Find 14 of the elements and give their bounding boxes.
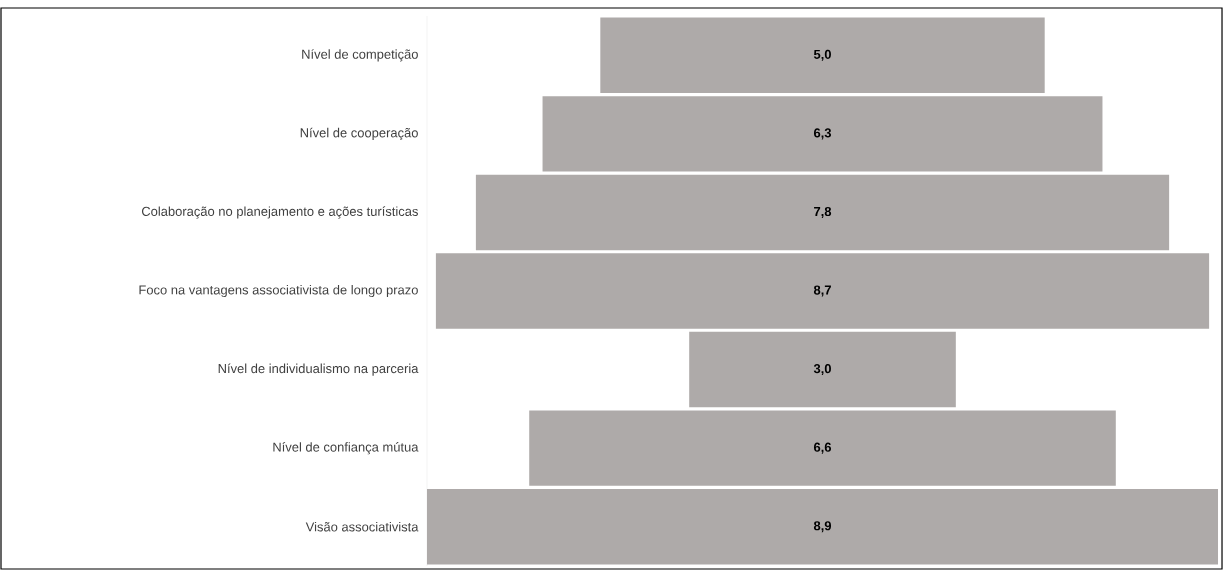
data-label: 5,0 <box>813 49 831 61</box>
category-label: Nível de cooperação <box>300 127 418 141</box>
category-label: Foco na vantagens associativista de longo prazo <box>139 284 418 298</box>
data-label: 7,8 <box>814 206 832 218</box>
data-label: 3,0 <box>813 364 831 376</box>
category-label: Colaboração no planejamento e ações turísticas <box>141 206 418 219</box>
category-label: Visão associativista <box>305 521 419 532</box>
category-label: Nível de individualismo na parceria <box>218 363 419 376</box>
data-label: 6,3 <box>813 128 832 140</box>
data-label: 8,7 <box>813 285 831 297</box>
data-label: 8,9 <box>813 521 832 533</box>
data-label: 6,6 <box>813 442 832 454</box>
category-label: Nível de competição <box>302 49 418 62</box>
category-label: Nível de confiança mútua <box>273 442 419 455</box>
